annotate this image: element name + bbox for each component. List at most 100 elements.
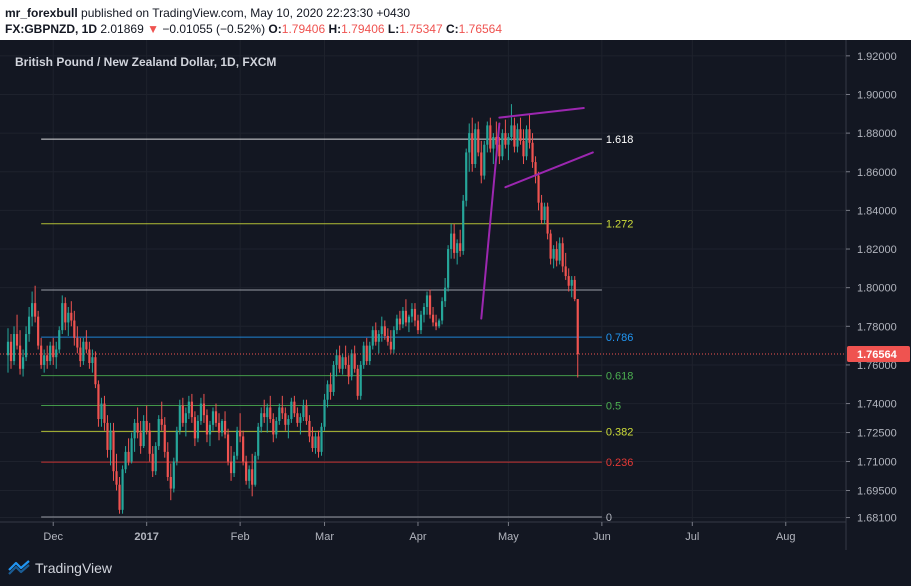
price-tick-label: 1.90000 (857, 89, 897, 101)
candle-body (359, 364, 362, 396)
candle-body (516, 129, 519, 147)
candle-body (377, 334, 380, 342)
candle-body (236, 430, 239, 456)
candle-body (323, 399, 326, 427)
price-tick-label: 1.68100 (857, 513, 897, 525)
candle-body (214, 411, 218, 423)
candle-body (296, 413, 299, 423)
candle-body (266, 407, 269, 418)
candle-body (70, 312, 73, 321)
time-tick-label: Jul (685, 531, 699, 543)
pattern-trendline (504, 151, 594, 189)
fib-level-label: 0.786 (606, 332, 634, 344)
fib-level-label: 0.236 (606, 457, 634, 469)
candle-body (199, 403, 203, 421)
publish-info: mr_forexbull published on TradingView.co… (5, 6, 410, 20)
candle-body (407, 316, 411, 323)
candle-body (40, 345, 43, 365)
candle-body (558, 243, 561, 261)
candle-body (278, 407, 281, 421)
candle-body (456, 243, 459, 253)
candle-body (272, 419, 275, 435)
candle-body (344, 357, 347, 365)
candle-body (245, 461, 248, 481)
candle-body (389, 341, 392, 350)
candle-body (151, 453, 154, 472)
price-tick-label: 1.88000 (857, 128, 897, 140)
candle-body (239, 430, 242, 437)
candle-body (55, 349, 58, 358)
candle-body (326, 384, 329, 400)
candle-body (18, 345, 22, 369)
candle-body (133, 422, 136, 439)
brand-name[interactable]: TradingView (35, 560, 113, 576)
candle-body (208, 424, 212, 435)
candle-body (498, 144, 501, 157)
candle-body (513, 125, 516, 147)
candle-body (501, 133, 504, 157)
candle-body (175, 430, 178, 462)
candle-body (257, 426, 260, 456)
last-value: 2.01869 (100, 22, 144, 36)
time-axis[interactable]: Dec 2017 Feb Mar Apr May Jun Jul Aug (43, 522, 796, 543)
candle-body (549, 233, 552, 259)
fib-level-label: 0.618 (606, 371, 634, 383)
candle-body (112, 430, 115, 472)
high-value: 1.79406 (341, 22, 385, 36)
candle-body (386, 335, 389, 342)
open-label: O: (268, 22, 282, 36)
time-tick-label: Feb (231, 531, 250, 543)
candle-body (419, 314, 423, 331)
candle-body (43, 355, 46, 365)
candle-body (184, 413, 187, 423)
candle-body (118, 484, 121, 510)
chart-title: British Pound / New Zealand Dollar, 1D, … (15, 55, 276, 69)
candle-body (251, 469, 254, 485)
candle-body (350, 353, 353, 377)
price-tick-label: 1.76000 (857, 360, 897, 372)
candle-body (510, 125, 513, 137)
last-price-badge (847, 346, 910, 363)
candle-body (193, 417, 197, 439)
candle-body (211, 411, 215, 425)
candle-body (281, 407, 284, 414)
price-axis[interactable]: 1.92000 1.90000 1.88000 1.86000 1.84000 1.820… (846, 51, 910, 525)
candle-body (450, 233, 453, 250)
candle-body (91, 357, 94, 364)
candle-body (356, 368, 359, 396)
candle-body (24, 334, 28, 358)
candle-body (392, 330, 395, 350)
candle-body (320, 426, 323, 452)
candle-body (444, 287, 447, 302)
candle-body (6, 341, 10, 356)
time-tick-label: 2017 (134, 531, 158, 543)
price-chart[interactable]: 1.618 1.272 0.786 0.618 0.5 0.382 0.236 0 1.920… (0, 40, 911, 550)
candle-body (21, 357, 25, 369)
candle-body (519, 129, 522, 141)
candle-body (148, 430, 151, 454)
candle-body (121, 469, 124, 510)
candle-body (362, 345, 365, 365)
tradingview-logo-icon[interactable] (7, 560, 31, 576)
candle-body (187, 401, 190, 414)
footer: TradingView (0, 550, 911, 586)
candle-body (425, 295, 429, 307)
price-tick-label: 1.92000 (857, 51, 897, 63)
wedge-pattern[interactable] (480, 107, 594, 320)
author-name[interactable]: mr_forexbull (5, 6, 78, 20)
candle-body (196, 420, 200, 439)
candle-body (561, 243, 564, 267)
close-label: C: (445, 22, 459, 36)
candle-body (52, 345, 55, 358)
candle-body (528, 129, 531, 143)
chart-background (0, 40, 911, 550)
change-value: −0.01055 (−0.52%) (162, 22, 266, 36)
chart-area[interactable]: 1.618 1.272 0.786 0.618 0.5 0.382 0.236 0 1.920… (0, 40, 911, 550)
high-label: H: (328, 22, 342, 36)
candle-body (410, 308, 414, 317)
candle-body (145, 420, 148, 431)
candle-body (353, 353, 356, 369)
candle-body (166, 451, 169, 477)
candle-body (287, 419, 290, 425)
candle-body (49, 345, 52, 362)
